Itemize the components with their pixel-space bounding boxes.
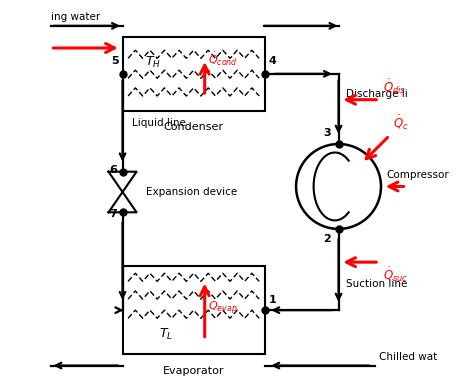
Bar <box>123 266 264 354</box>
Text: $\dot{Q}_{dis}$: $\dot{Q}_{dis}$ <box>383 78 406 96</box>
Text: Discharge li: Discharge li <box>346 89 408 99</box>
Circle shape <box>296 144 381 229</box>
Text: $T_L$: $T_L$ <box>159 327 173 342</box>
Text: Liquid line: Liquid line <box>132 118 186 128</box>
Text: 4: 4 <box>268 56 276 66</box>
Text: 7: 7 <box>109 209 117 219</box>
Text: Compressor: Compressor <box>386 170 449 180</box>
Text: 6: 6 <box>109 165 117 175</box>
Text: $\dot{Q}_{cond}$: $\dot{Q}_{cond}$ <box>209 51 238 68</box>
Text: 2: 2 <box>323 235 331 245</box>
Text: ing water: ing water <box>51 12 100 22</box>
Text: 1: 1 <box>268 295 276 305</box>
Text: Suction line: Suction line <box>346 279 407 289</box>
Text: $T_H$: $T_H$ <box>145 55 161 70</box>
Text: Evaporator: Evaporator <box>163 366 224 376</box>
Text: $\dot{Q}_c$: $\dot{Q}_c$ <box>393 113 409 132</box>
Text: Chilled wat: Chilled wat <box>379 352 438 362</box>
Text: $\dot{Q}_{evap}$: $\dot{Q}_{evap}$ <box>209 296 238 316</box>
Text: Condenser: Condenser <box>164 122 224 132</box>
Text: $\dot{Q}_{suc}$: $\dot{Q}_{suc}$ <box>383 266 408 285</box>
Text: 5: 5 <box>111 56 119 66</box>
Text: Expansion device: Expansion device <box>146 187 237 197</box>
Text: 3: 3 <box>324 129 331 139</box>
Bar <box>123 37 264 111</box>
